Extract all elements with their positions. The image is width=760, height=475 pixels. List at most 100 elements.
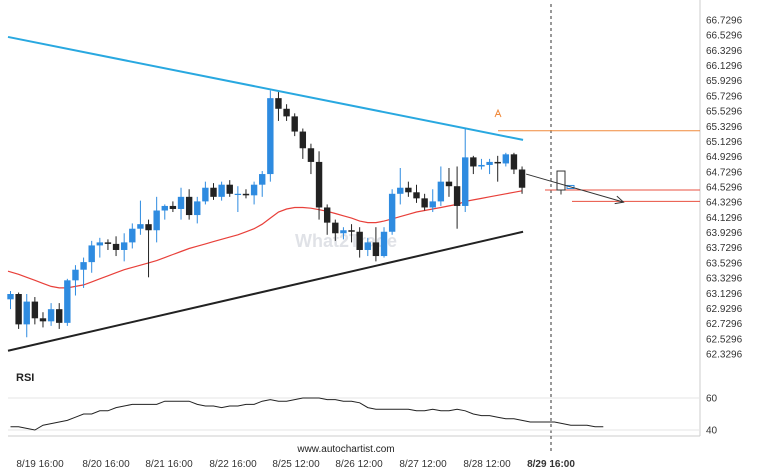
candle-body [323, 207, 331, 223]
candle [112, 236, 120, 257]
candle [177, 187, 185, 220]
candle-body [397, 187, 404, 194]
candle [356, 227, 363, 258]
candle [307, 143, 315, 175]
candle-body [470, 157, 477, 167]
candle-body [478, 164, 485, 167]
candle [486, 158, 493, 175]
candle-body [234, 193, 242, 196]
candle [56, 303, 63, 329]
candle-body [7, 294, 14, 300]
candle-body [307, 148, 315, 162]
candle-body [218, 184, 225, 197]
candle-body [372, 242, 380, 257]
candle-body [380, 231, 388, 257]
price-tick-label: 65.1296 [706, 137, 743, 148]
candle-body [23, 301, 30, 325]
price-tick-label: 64.7296 [706, 167, 743, 178]
rsi-tick-label: 40 [706, 426, 718, 437]
price-tick-label: 63.7296 [706, 243, 743, 254]
candle-body [437, 181, 445, 202]
candle-body [242, 193, 250, 196]
candle [275, 92, 282, 121]
candle-body [112, 243, 120, 250]
candle [267, 90, 274, 182]
annotation-layer [494, 108, 700, 205]
candle-body [226, 184, 233, 194]
candle-body [202, 187, 209, 202]
candle [226, 180, 233, 197]
candle [323, 204, 331, 235]
candle [470, 155, 477, 175]
candle [437, 166, 445, 206]
candle [129, 223, 136, 249]
price-tick-label: 64.5296 [706, 183, 743, 194]
candle [145, 219, 152, 278]
price-tick-label: 65.9296 [706, 76, 743, 87]
candle [210, 183, 217, 200]
candle [453, 166, 461, 229]
time-tick-label: 8/27 12:00 [399, 459, 447, 470]
candle [299, 128, 307, 159]
candle-body [137, 224, 144, 229]
price-tick-label: 62.3296 [706, 350, 743, 361]
candle-body [259, 174, 266, 185]
price-tick-label: 63.1296 [706, 289, 743, 300]
candle [380, 227, 388, 258]
candle [47, 303, 55, 326]
candle [510, 152, 518, 175]
price-tick-label: 66.5296 [706, 31, 743, 42]
candle-body [72, 269, 79, 281]
price-tick-label: 62.9296 [706, 304, 743, 315]
moving-average-layer [7, 190, 523, 289]
forecast-candle [556, 170, 566, 191]
candle-body [104, 242, 112, 244]
forecast-arrow-line [525, 173, 624, 203]
candle [405, 181, 412, 197]
candle [194, 196, 201, 224]
candle [169, 201, 177, 213]
candle [161, 204, 168, 220]
candle-body [275, 98, 282, 109]
time-tick-label: 8/26 12:00 [335, 459, 383, 470]
time-tick-label: 8/21 16:00 [145, 459, 193, 470]
candle [259, 171, 266, 197]
candle-body [283, 108, 290, 117]
candle-body [64, 280, 71, 323]
candle [502, 152, 510, 167]
candle-body [169, 205, 177, 209]
candles-layer [7, 90, 526, 338]
candle-body [56, 309, 63, 323]
candle-body [129, 228, 136, 243]
time-tick-label: 8/29 16:00 [527, 459, 575, 470]
candle [202, 181, 209, 205]
candle-body [267, 98, 274, 175]
candle-body [421, 198, 428, 208]
candle [462, 128, 469, 213]
candle-body [291, 116, 298, 132]
candle-body [364, 242, 371, 250]
candle [445, 167, 453, 197]
price-tick-label: 65.5296 [706, 107, 743, 118]
candle [64, 278, 71, 326]
price-tick-label: 66.3296 [706, 46, 743, 57]
candle-body [445, 181, 453, 187]
price-tick-label: 62.5296 [706, 334, 743, 345]
candle [315, 151, 323, 220]
candle-body [31, 301, 39, 319]
candle-body [161, 205, 168, 211]
rsi-line [10, 397, 604, 431]
candle-body [388, 193, 396, 232]
pattern-apex-marker [494, 108, 502, 118]
candle [39, 312, 47, 328]
price-tick-label: 62.7296 [706, 319, 743, 330]
candle-body [250, 184, 258, 196]
candle-body [429, 201, 436, 208]
candle-body [15, 294, 22, 325]
candle [88, 240, 95, 273]
candle-body [348, 230, 355, 232]
candle-body [194, 201, 201, 216]
candle [397, 167, 404, 205]
candle-body [453, 186, 461, 206]
